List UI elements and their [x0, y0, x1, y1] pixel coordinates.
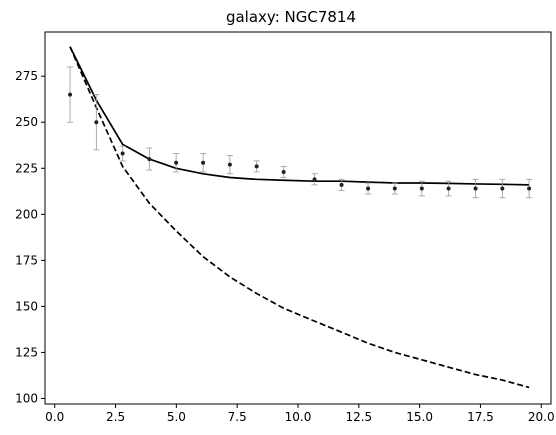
data-point [281, 169, 286, 174]
dashed-model-line [69, 46, 530, 389]
data-point [527, 186, 532, 191]
data-point [446, 186, 451, 191]
y-tick-label: 275 [15, 69, 38, 83]
y-tick-label: 150 [15, 299, 38, 313]
data-point [500, 186, 505, 191]
x-tick-label: 7.5 [228, 410, 247, 424]
y-tick-label: 200 [15, 207, 38, 221]
y-tick-label: 175 [15, 253, 38, 267]
plot-area [67, 46, 533, 389]
data-point [254, 164, 259, 169]
axes: 0.0 2.5 5.0 7.5 10.0 12.5 15.0 17.5 20.0 100 125 15… [15, 31, 555, 424]
data-point [174, 160, 179, 165]
x-tick-label: 5.0 [167, 410, 186, 424]
data-point [94, 120, 99, 125]
data-point [473, 186, 478, 191]
y-tick-label: 125 [15, 345, 38, 359]
y-tick-label: 250 [15, 115, 38, 129]
x-tick-label: 12.5 [345, 410, 372, 424]
data-point [120, 151, 125, 156]
data-point [227, 162, 232, 167]
data-point [147, 157, 152, 162]
data-point [339, 182, 344, 187]
x-tick-label: 2.5 [106, 410, 125, 424]
y-tick-label: 100 [15, 391, 38, 405]
y-tick-label: 225 [15, 161, 38, 175]
chart-title: galaxy: NGC7814 [226, 8, 356, 26]
solid-model-line [69, 46, 530, 186]
data-point [419, 186, 424, 191]
data-point [201, 160, 206, 165]
x-tick-label: 17.5 [467, 410, 494, 424]
x-tick-label: 0.0 [45, 410, 64, 424]
x-tick-label: 20.0 [528, 410, 555, 424]
data-point [366, 186, 371, 191]
data-point [68, 92, 73, 97]
data-point [312, 177, 317, 182]
x-tick-label: 10.0 [285, 410, 312, 424]
x-tick-label: 15.0 [406, 410, 433, 424]
data-point [392, 186, 397, 191]
axes-frame [44, 31, 552, 405]
